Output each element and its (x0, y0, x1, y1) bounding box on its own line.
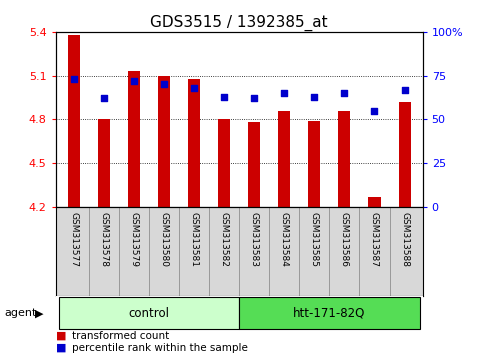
Bar (158, 76, 170, 207)
Point (100, 96, 108, 101)
Point (401, 87, 409, 92)
Bar (98, 120, 110, 207)
Bar (68, 35, 80, 207)
Text: htt-171-82Q: htt-171-82Q (293, 307, 366, 320)
Text: GSM313579: GSM313579 (129, 211, 138, 267)
Point (220, 94, 228, 99)
Text: ■: ■ (56, 343, 66, 353)
Text: GSM313585: GSM313585 (310, 211, 319, 267)
Point (250, 96, 258, 101)
Bar (308, 121, 320, 207)
Text: GSM313586: GSM313586 (340, 211, 349, 267)
Text: ■: ■ (56, 331, 66, 341)
Point (370, 108, 378, 114)
Text: GSM313577: GSM313577 (69, 211, 78, 267)
Bar (369, 197, 381, 207)
Bar (339, 111, 350, 207)
Text: GSM313581: GSM313581 (189, 211, 199, 267)
Text: GSM313584: GSM313584 (280, 211, 289, 267)
Text: GSM313587: GSM313587 (370, 211, 379, 267)
Text: transformed count: transformed count (72, 331, 170, 341)
Bar (248, 122, 260, 207)
Bar (128, 71, 140, 207)
Bar (188, 79, 200, 207)
Text: GSM313582: GSM313582 (220, 211, 228, 267)
Text: GSM313583: GSM313583 (250, 211, 258, 267)
Text: GSM313578: GSM313578 (99, 211, 108, 267)
Text: control: control (128, 307, 170, 320)
Point (160, 82, 168, 87)
Text: percentile rank within the sample: percentile rank within the sample (72, 343, 248, 353)
Text: agent: agent (5, 308, 37, 318)
Point (341, 90, 348, 96)
Point (311, 94, 318, 99)
Point (190, 85, 198, 91)
Bar (239, 297, 420, 329)
Text: GSM313580: GSM313580 (159, 211, 169, 267)
Point (280, 90, 288, 96)
Point (70, 76, 77, 82)
Bar (398, 102, 411, 207)
Bar (58, 297, 239, 329)
Bar (218, 120, 230, 207)
Text: GSM313588: GSM313588 (400, 211, 409, 267)
Title: GDS3515 / 1392385_at: GDS3515 / 1392385_at (150, 14, 328, 30)
Bar (278, 111, 290, 207)
Point (130, 78, 138, 84)
Text: ▶: ▶ (35, 308, 43, 318)
